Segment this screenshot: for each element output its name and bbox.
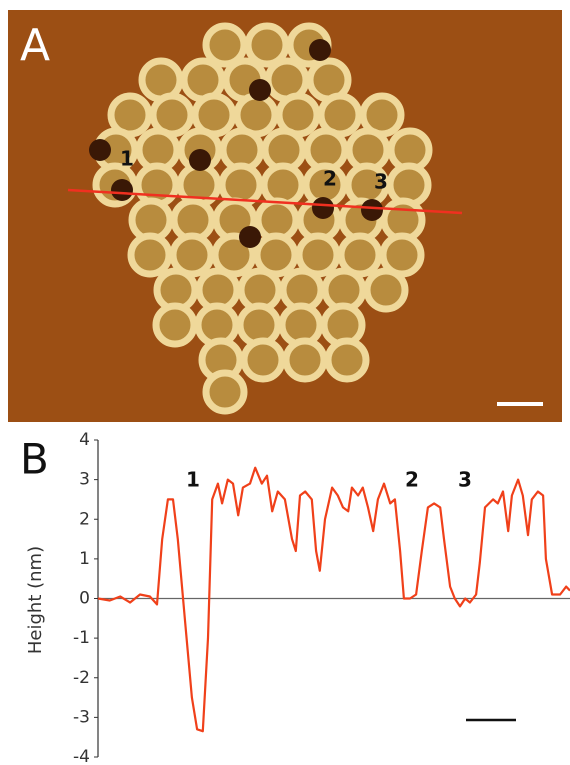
y-tick-label: -1 xyxy=(73,628,90,648)
profile-line xyxy=(67,188,463,215)
hole xyxy=(361,199,383,221)
ring xyxy=(282,337,328,383)
annotation: 3 xyxy=(458,468,472,492)
ring xyxy=(379,232,425,278)
ring xyxy=(152,302,198,348)
panel-label: B xyxy=(20,435,49,484)
y-tick-label: -3 xyxy=(73,707,90,727)
marker: 3 xyxy=(374,170,388,194)
ring xyxy=(295,232,341,278)
y-tick-label: 4 xyxy=(79,430,90,450)
ring xyxy=(240,337,286,383)
ring xyxy=(324,337,370,383)
hole xyxy=(239,226,261,248)
annotation: 1 xyxy=(186,468,200,492)
ring xyxy=(260,162,306,208)
ring xyxy=(363,267,409,313)
hole xyxy=(249,79,271,101)
y-tick-label: -4 xyxy=(73,747,90,765)
y-tick-label: 3 xyxy=(79,470,90,490)
y-tick-label: 1 xyxy=(79,549,90,569)
annotation: 2 xyxy=(405,468,419,492)
y-axis-label: Height (nm) xyxy=(25,546,46,654)
ring xyxy=(386,162,432,208)
marker: 2 xyxy=(323,167,337,191)
ring xyxy=(244,22,290,68)
ring xyxy=(169,232,215,278)
ring xyxy=(253,232,299,278)
hole xyxy=(111,179,133,201)
ring xyxy=(134,162,180,208)
panel-label: A xyxy=(20,20,50,71)
hole xyxy=(312,197,334,219)
y-tick-label: 2 xyxy=(79,509,90,529)
y-tick-label: 0 xyxy=(79,589,90,609)
profile-line xyxy=(97,466,570,733)
ring xyxy=(202,369,248,415)
afm-rings xyxy=(89,22,433,415)
hole xyxy=(189,149,211,171)
marker: 1 xyxy=(120,147,134,171)
ring xyxy=(127,232,173,278)
hole xyxy=(89,139,111,161)
hole xyxy=(309,39,331,61)
ring xyxy=(202,22,248,68)
ring xyxy=(337,232,383,278)
y-tick-label: -2 xyxy=(73,668,90,688)
